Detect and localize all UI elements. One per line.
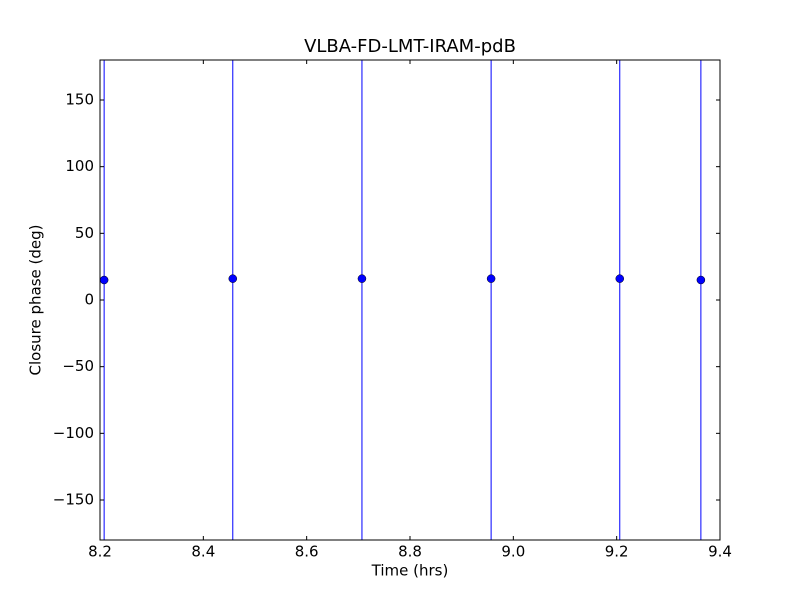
x-tick-label: 9.0 xyxy=(501,543,525,561)
data-point xyxy=(486,274,496,283)
x-tick-label: 8.2 xyxy=(88,543,112,561)
y-tick-label: 150 xyxy=(65,91,94,109)
y-tick-label: 100 xyxy=(65,157,94,175)
data-point xyxy=(100,275,109,285)
y-tick-label: 0 xyxy=(84,291,94,309)
y-tick-label: 50 xyxy=(75,224,94,242)
data-point xyxy=(228,274,238,283)
x-tick-label: 8.4 xyxy=(191,543,215,561)
plot-area xyxy=(100,60,706,540)
y-tick-label: −100 xyxy=(53,424,94,442)
y-tick-label: −150 xyxy=(53,491,94,509)
data-point xyxy=(696,275,706,285)
x-tick-label: 8.6 xyxy=(295,543,319,561)
x-tick-label: 9.2 xyxy=(605,543,629,561)
data-point xyxy=(357,274,367,283)
y-axis-label: Closure phase (deg) xyxy=(27,225,45,376)
chart-title: VLBA-FD-LMT-IRAM-pdB xyxy=(304,36,516,57)
x-tick-label: 9.4 xyxy=(708,543,732,561)
x-tick-label: 8.8 xyxy=(398,543,422,561)
y-tick-label: −50 xyxy=(62,357,94,375)
x-axis-label: Time (hrs) xyxy=(371,562,449,580)
data-point xyxy=(615,274,625,283)
